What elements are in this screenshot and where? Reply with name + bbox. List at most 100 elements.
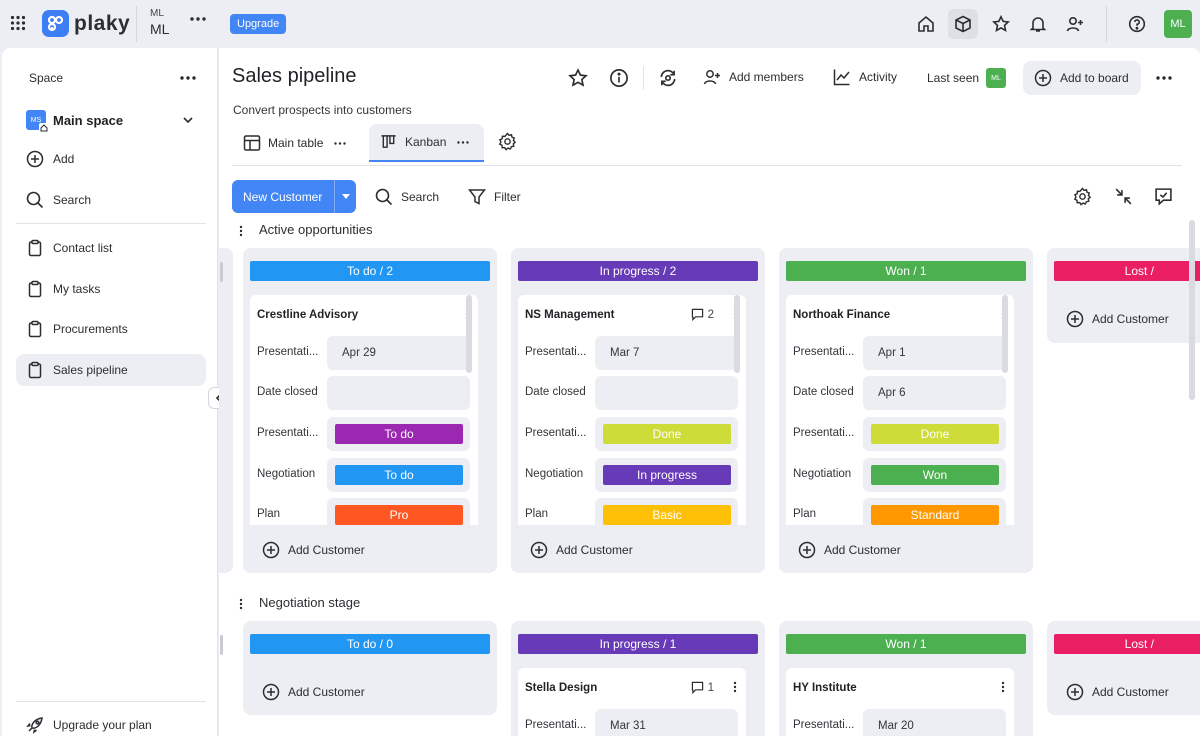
column-header-to-do[interactable]: To do / 0 (250, 634, 490, 654)
drag-handle-icon[interactable] (239, 225, 243, 237)
group-title[interactable]: Active opportunities (259, 222, 373, 237)
card-title[interactable]: NS Management (525, 309, 615, 321)
kanban-card[interactable]: Crestline Advisory Presentati... Apr 29 … (250, 295, 478, 525)
status-pill[interactable]: Done (603, 424, 731, 444)
add-customer-button[interactable]: Add Customer (1066, 683, 1169, 701)
card-comments[interactable]: 1 (691, 681, 714, 694)
upgrade-button[interactable]: Upgrade (230, 14, 287, 34)
add-customer-button[interactable]: Add Customer (798, 541, 901, 559)
kanban-card[interactable]: Stella Design 1 Presentati... Mar 31 (518, 668, 746, 736)
date-field[interactable] (327, 376, 470, 410)
group-title[interactable]: Negotiation stage (259, 595, 361, 610)
date-field[interactable]: Mar 7 (595, 336, 738, 370)
date-field[interactable]: Apr 6 (863, 376, 1006, 410)
card-more-icon[interactable] (733, 681, 737, 693)
caret-down-icon[interactable] (342, 194, 350, 199)
home-icon[interactable] (911, 9, 941, 39)
plaky-logo[interactable]: plaky (42, 10, 130, 37)
last-seen[interactable]: Last seen ML (927, 68, 1007, 88)
date-field[interactable]: Mar 20 (863, 709, 1006, 736)
card-title[interactable]: Stella Design (525, 682, 598, 694)
scrollbar-thumb[interactable] (466, 295, 472, 373)
kanban-card[interactable]: HY Institute Presentati... Mar 20 (786, 668, 1014, 736)
sidebar-search[interactable]: Search (16, 184, 206, 216)
column-header-lost[interactable]: Lost / (1054, 261, 1200, 281)
space-selector[interactable]: MS Main space (26, 108, 206, 133)
page-scrollbar-thumb[interactable] (1189, 220, 1195, 400)
board-search-button[interactable]: Search (375, 188, 439, 206)
column-header-won[interactable]: Won / 1 (786, 261, 1026, 281)
scrollbar-thumb[interactable] (1002, 295, 1008, 373)
add-customer-button[interactable]: Add Customer (1066, 310, 1169, 328)
sidebar-item-sales-pipeline[interactable]: Sales pipeline (16, 354, 206, 386)
status-pill[interactable]: To do (335, 465, 463, 485)
add-to-board-button[interactable]: Add to board (1023, 61, 1141, 95)
column-header-lost[interactable]: Lost / (1054, 634, 1200, 654)
board-star-icon[interactable] (568, 68, 588, 88)
filter-button[interactable]: Filter (468, 188, 521, 206)
add-customer-button[interactable]: Add Customer (530, 541, 633, 559)
date-field[interactable]: Mar 31 (595, 709, 738, 736)
status-pill[interactable]: Done (871, 424, 999, 444)
user-avatar[interactable]: ML (1164, 10, 1192, 38)
card-title[interactable]: Crestline Advisory (257, 309, 359, 321)
column-header-to-do[interactable]: To do / 2 (250, 261, 490, 281)
activity-button[interactable]: Activity (833, 68, 897, 86)
cube-icon[interactable] (948, 9, 978, 39)
kanban-card[interactable]: NS Management 2 Presentati... Mar 7 Date… (518, 295, 746, 525)
card-comments[interactable]: 2 (691, 308, 714, 321)
sidebar-upgrade-plan[interactable]: Upgrade your plan (16, 709, 206, 736)
sidebar-item-my-tasks[interactable]: My tasks (16, 273, 206, 305)
tab-kanban[interactable]: Kanban (369, 124, 484, 160)
chevron-down-icon[interactable] (182, 114, 194, 126)
help-icon[interactable] (1122, 9, 1152, 39)
status-pill[interactable]: Won (871, 465, 999, 485)
card-scrollbar[interactable] (734, 295, 740, 525)
kanban-card[interactable]: Northoak Finance Presentati... Apr 1 Dat… (786, 295, 1014, 525)
feedback-chat-icon[interactable] (1154, 187, 1173, 206)
card-title[interactable]: Northoak Finance (793, 309, 891, 321)
date-field[interactable] (595, 376, 738, 410)
view-settings-gear-icon[interactable] (498, 132, 517, 151)
date-field[interactable]: Apr 1 (863, 336, 1006, 370)
card-scrollbar[interactable] (1002, 295, 1008, 525)
favorites-star-icon[interactable] (986, 9, 1016, 39)
tab-more-icon[interactable] (457, 140, 470, 144)
column-header-in-progress[interactable]: In progress / 1 (518, 634, 758, 654)
apps-grid-icon[interactable] (10, 15, 26, 31)
tab-main-table[interactable]: Main table (235, 124, 354, 162)
add-customer-button[interactable]: Add Customer (262, 541, 365, 559)
workspace-switcher[interactable]: ML ML (150, 8, 169, 37)
board-more-icon[interactable] (1156, 76, 1172, 80)
card-title[interactable]: HY Institute (793, 682, 857, 694)
sidebar-add[interactable]: Add (16, 143, 206, 175)
board-info-icon[interactable] (609, 68, 629, 88)
status-pill[interactable]: To do (335, 424, 463, 444)
invite-user-icon[interactable] (1060, 9, 1090, 39)
collapse-arrows-icon[interactable] (1114, 187, 1133, 206)
drag-handle-icon[interactable] (239, 598, 243, 610)
add-customer-button[interactable]: Add Customer (262, 683, 365, 701)
card-more-icon[interactable] (1001, 681, 1005, 693)
status-pill[interactable]: Basic (603, 505, 731, 525)
board-description[interactable]: Convert prospects into customers (233, 103, 412, 117)
new-customer-button[interactable]: New Customer (232, 180, 356, 213)
scrollbar-thumb[interactable] (734, 295, 740, 373)
workspace-more-icon[interactable] (190, 17, 206, 21)
automation-sync-icon[interactable] (658, 68, 678, 88)
column-header-in-progress[interactable]: In progress / 2 (518, 261, 758, 281)
add-members-button[interactable]: Add members (703, 68, 804, 86)
status-pill[interactable]: Pro (335, 505, 463, 525)
status-pill[interactable]: Standard (871, 505, 999, 525)
sidebar-more-icon[interactable] (180, 76, 196, 80)
column-header-won[interactable]: Won / 1 (786, 634, 1026, 654)
status-pill[interactable]: In progress (603, 465, 731, 485)
tab-more-icon[interactable] (334, 141, 347, 145)
sidebar-item-contact-list[interactable]: Contact list (16, 232, 206, 264)
kanban-settings-gear-icon[interactable] (1073, 187, 1092, 206)
card-scrollbar[interactable] (466, 295, 472, 525)
sidebar-item-procurements[interactable]: Procurements (16, 313, 206, 345)
board-title[interactable]: Sales pipeline (232, 65, 357, 87)
notifications-bell-icon[interactable] (1023, 9, 1053, 39)
date-field[interactable]: Apr 29 (327, 336, 470, 370)
